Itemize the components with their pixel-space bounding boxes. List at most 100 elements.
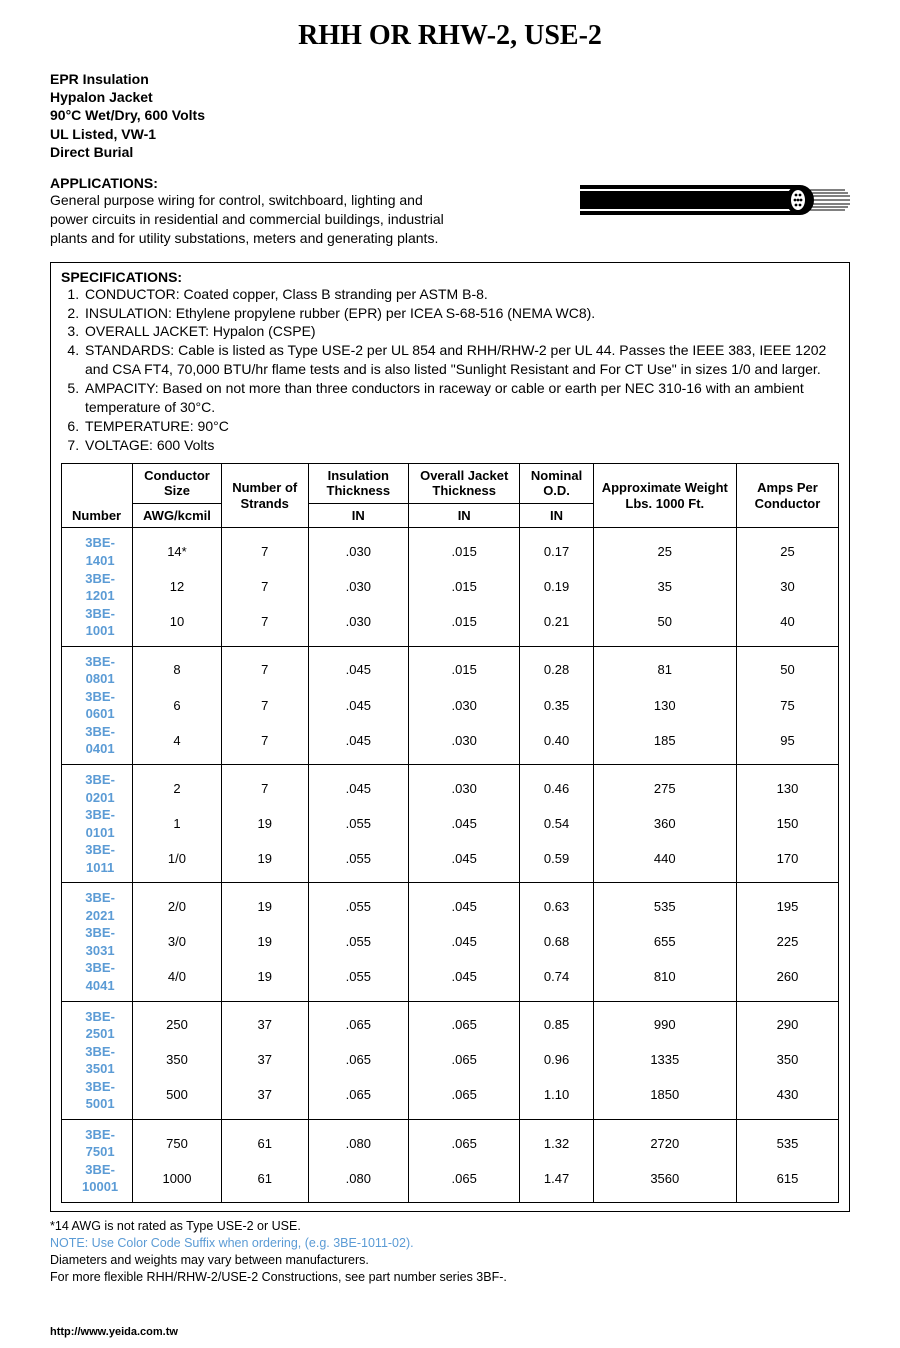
table-cell: .045 <box>408 841 520 883</box>
table-cell: 150 <box>736 806 838 841</box>
table-cell: 535 <box>736 1119 838 1161</box>
table-cell: 1.32 <box>520 1119 593 1161</box>
table-cell: 10 <box>133 605 222 647</box>
table-cell: 0.68 <box>520 924 593 959</box>
table-row: 3BE-10111/019.055.0450.59440170 <box>62 841 839 883</box>
table-cell: 95 <box>736 723 838 765</box>
table-cell: 195 <box>736 883 838 925</box>
table-cell: 0.74 <box>520 959 593 1001</box>
table-cell: .055 <box>308 883 408 925</box>
table-cell: .045 <box>308 723 408 765</box>
table-cell: .065 <box>308 1001 408 1043</box>
header-line: Direct Burial <box>50 143 850 161</box>
table-cell: 7 <box>221 688 308 723</box>
col-insulation: Insulation Thickness <box>308 463 408 503</box>
table-cell: 25 <box>736 528 838 570</box>
col-unit: IN <box>520 503 593 528</box>
table-cell: 12 <box>133 570 222 605</box>
table-cell: .030 <box>408 723 520 765</box>
col-number: Number <box>62 463 133 528</box>
table-cell: 19 <box>221 883 308 925</box>
table-cell: 0.63 <box>520 883 593 925</box>
col-od: Nominal O.D. <box>520 463 593 503</box>
table-cell: 0.35 <box>520 688 593 723</box>
table-cell: 0.19 <box>520 570 593 605</box>
table-cell: 7 <box>221 723 308 765</box>
table-cell: 360 <box>593 806 736 841</box>
table-cell: 130 <box>593 688 736 723</box>
table-row: 3BE-080187.045.0150.288150 <box>62 646 839 688</box>
table-cell: 3BE-7501 <box>62 1119 133 1161</box>
header-line: Hypalon Jacket <box>50 88 850 106</box>
table-cell: 990 <box>593 1001 736 1043</box>
spec-table: Number Conductor Size Number of Strands … <box>61 463 839 1203</box>
table-cell: 50 <box>593 605 736 647</box>
header-line: UL Listed, VW-1 <box>50 125 850 143</box>
table-row: 3BE-30313/019.055.0450.68655225 <box>62 924 839 959</box>
table-cell: 25 <box>593 528 736 570</box>
table-cell: 3BE-5001 <box>62 1078 133 1120</box>
table-cell: 1.47 <box>520 1161 593 1203</box>
table-cell: 1 <box>133 806 222 841</box>
table-cell: 0.96 <box>520 1043 593 1078</box>
table-row: 3BE-1001107.030.0150.215040 <box>62 605 839 647</box>
table-cell: 0.17 <box>520 528 593 570</box>
table-cell: 19 <box>221 959 308 1001</box>
table-cell: 3BE-0601 <box>62 688 133 723</box>
table-cell: 19 <box>221 806 308 841</box>
col-conductor-unit: AWG/kcmil <box>133 503 222 528</box>
table-cell: 7 <box>221 764 308 806</box>
table-cell: 61 <box>221 1119 308 1161</box>
col-strands: Number of Strands <box>221 463 308 528</box>
table-cell: 750 <box>133 1119 222 1161</box>
table-cell: 3BE-1401 <box>62 528 133 570</box>
table-cell: 1.10 <box>520 1078 593 1120</box>
spec-item: AMPACITY: Based on not more than three c… <box>83 379 839 417</box>
table-row: 3BE-20212/019.055.0450.63535195 <box>62 883 839 925</box>
table-cell: 7 <box>221 528 308 570</box>
spec-item: TEMPERATURE: 90°C <box>83 417 839 436</box>
table-cell: 430 <box>736 1078 838 1120</box>
table-cell: .030 <box>408 764 520 806</box>
table-cell: 3BE-0401 <box>62 723 133 765</box>
col-weight: Approximate Weight Lbs. 1000 Ft. <box>593 463 736 528</box>
table-cell: .065 <box>408 1043 520 1078</box>
footnote-line: Diameters and weights may vary between m… <box>50 1252 850 1269</box>
table-row: 3BE-1201127.030.0150.193530 <box>62 570 839 605</box>
table-cell: 3BE-1201 <box>62 570 133 605</box>
footnote-line: For more flexible RHH/RHW-2/USE-2 Constr… <box>50 1269 850 1286</box>
table-cell: 3BE-0101 <box>62 806 133 841</box>
table-cell: .055 <box>308 959 408 1001</box>
table-cell: .015 <box>408 646 520 688</box>
table-row: 3BE-0101119.055.0450.54360150 <box>62 806 839 841</box>
table-cell: 440 <box>593 841 736 883</box>
table-cell: 7 <box>221 605 308 647</box>
table-cell: 1335 <box>593 1043 736 1078</box>
table-cell: .065 <box>408 1001 520 1043</box>
spec-item: INSULATION: Ethylene propylene rubber (E… <box>83 304 839 323</box>
header-line: 90°C Wet/Dry, 600 Volts <box>50 106 850 124</box>
table-cell: 3/0 <box>133 924 222 959</box>
table-row: 3BE-40414/019.055.0450.74810260 <box>62 959 839 1001</box>
table-cell: 615 <box>736 1161 838 1203</box>
table-row: 3BE-140114*7.030.0150.172525 <box>62 528 839 570</box>
table-cell: 290 <box>736 1001 838 1043</box>
table-cell: 3BE-2501 <box>62 1001 133 1043</box>
table-cell: 81 <box>593 646 736 688</box>
table-cell: 1850 <box>593 1078 736 1120</box>
product-header-block: EPR Insulation Hypalon Jacket 90°C Wet/D… <box>50 70 850 161</box>
table-cell: 350 <box>133 1043 222 1078</box>
source-url: http://www.yeida.com.tw <box>50 1326 850 1338</box>
table-cell: .045 <box>408 959 520 1001</box>
table-cell: 3BE-2021 <box>62 883 133 925</box>
table-cell: .015 <box>408 528 520 570</box>
spec-item: OVERALL JACKET: Hypalon (CSPE) <box>83 322 839 341</box>
table-cell: 0.46 <box>520 764 593 806</box>
table-cell: .045 <box>408 883 520 925</box>
specifications-list: CONDUCTOR: Coated copper, Class B strand… <box>61 285 839 455</box>
table-cell: 275 <box>593 764 736 806</box>
table-cell: .045 <box>308 646 408 688</box>
table-cell: 170 <box>736 841 838 883</box>
table-cell: 3BE-4041 <box>62 959 133 1001</box>
table-cell: 2/0 <box>133 883 222 925</box>
